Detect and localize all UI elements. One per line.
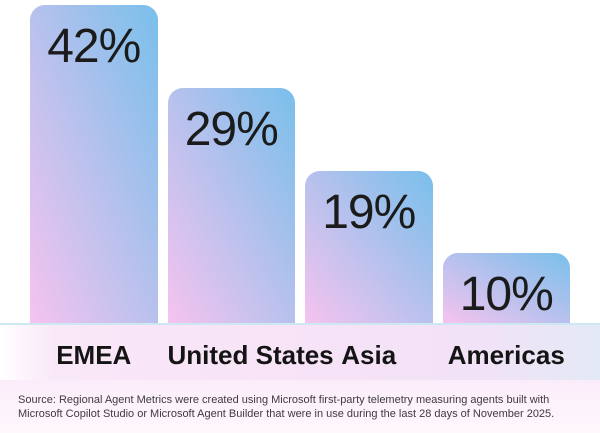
bar-chart: 42% 29% 19% 10% xyxy=(30,5,570,323)
bar-united-states: 29% xyxy=(167,88,295,323)
bar-value-label-emea: 42% xyxy=(47,20,141,73)
source-footer: Source: Regional Agent Metrics were crea… xyxy=(0,380,600,433)
bar-americas: 10% xyxy=(442,253,570,323)
source-note: Source: Regional Agent Metrics were crea… xyxy=(18,394,555,420)
category-label-americas: Americas xyxy=(447,340,565,370)
category-label-united-states: United States xyxy=(167,340,334,370)
category-label-emea: EMEA xyxy=(56,340,132,370)
category-label-band: EMEA United States Asia Americas xyxy=(0,323,600,380)
category-label-asia: Asia xyxy=(341,340,397,370)
bar-value-label-americas: 10% xyxy=(459,268,554,321)
bar-emea: 42% xyxy=(30,5,158,323)
bar-value-label-united-states: 29% xyxy=(184,103,279,156)
bar-asia: 19% xyxy=(305,171,433,323)
bar-value-label-asia: 19% xyxy=(322,186,416,239)
